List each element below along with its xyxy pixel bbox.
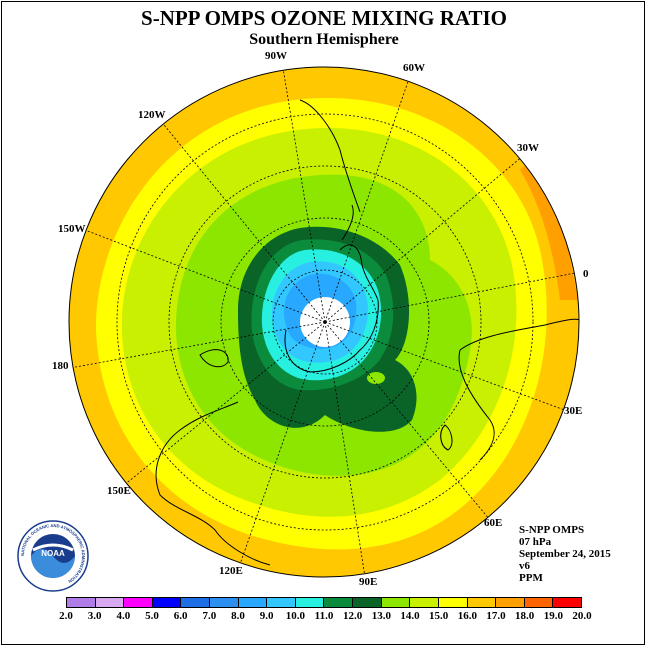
- colorbar-box: [95, 598, 125, 607]
- info-date: September 24, 2015: [519, 548, 611, 560]
- lon-label-90w: 90W: [265, 50, 287, 62]
- colorbar-box: [467, 598, 497, 607]
- south-pole-marker: [323, 320, 327, 324]
- lon-label-150w: 150W: [58, 223, 86, 235]
- lon-label-120e: 120E: [219, 565, 243, 577]
- colorbar-tick-label: 18.0: [515, 610, 535, 622]
- map-title: S-NPP OMPS OZONE MIXING RATIO: [141, 6, 507, 30]
- colorbar-box: [124, 598, 153, 607]
- meridian-120w: [159, 119, 326, 323]
- colorbar-box: [267, 598, 296, 607]
- colorbar-tick-label: 20.0: [572, 610, 592, 622]
- lon-label-30w: 30W: [517, 142, 539, 154]
- meridian-60e: [324, 321, 491, 521]
- colorbar-tick-label: 10.0: [285, 610, 305, 622]
- colorbar-tick-label: 8.0: [231, 610, 245, 622]
- map-subtitle: Southern Hemisphere: [249, 31, 399, 48]
- colorbar-tick-label: 17.0: [486, 610, 506, 622]
- colorbar-tick-label: 14.0: [400, 610, 420, 622]
- lon-label-0: 0: [583, 268, 589, 280]
- region-13ppm-spot: [367, 372, 385, 384]
- colorbar-tick-label: 16.0: [457, 610, 477, 622]
- info-units: PPM: [519, 572, 543, 584]
- colorbar-box: [67, 598, 96, 607]
- meridian-30w: [324, 149, 531, 323]
- colorbar: [66, 597, 582, 608]
- colorbar-box: [353, 598, 382, 607]
- colorbar-box: [181, 598, 211, 607]
- lon-label-150e: 150E: [107, 485, 131, 497]
- colorbar-tick-label: 13.0: [371, 610, 391, 622]
- colorbar-tick-label: 11.0: [314, 610, 334, 622]
- logo-text: NOAA: [41, 549, 65, 558]
- info-instrument: S-NPP OMPS: [519, 524, 585, 536]
- meridian-30e: [324, 321, 571, 413]
- graticule: [69, 67, 579, 577]
- colorbar-tick-label: 19.0: [543, 610, 563, 622]
- info-version: v6: [519, 560, 530, 572]
- colorbar-box: [238, 598, 268, 607]
- colorbar-box: [410, 598, 439, 607]
- colorbar-box: [210, 598, 239, 607]
- colorbar-tick-label: 4.0: [116, 610, 131, 622]
- colorbar-box: [524, 598, 554, 607]
- colorbar-labels: 2.0 3.0 4.0 5.0 6.0 7.0 8.0 9.0 10.0 11.0 12.0 13.0…: [0, 610, 648, 624]
- meridian-150e: [117, 321, 326, 491]
- colorbar-box: [496, 598, 525, 607]
- lon-label-90e: 90E: [359, 576, 378, 588]
- lon-label-120w: 120W: [138, 109, 166, 121]
- meridian-90e: [324, 321, 366, 577]
- colorbar-box: [553, 598, 581, 607]
- colorbar-tick-label: 3.0: [87, 610, 102, 622]
- colorbar-tick-label: 5.0: [145, 610, 159, 622]
- colorbar-tick-label: 7.0: [202, 610, 217, 622]
- colorbar-tick-label: 6.0: [173, 610, 188, 622]
- colorbar-box: [152, 598, 182, 607]
- colorbar-box: [295, 598, 325, 607]
- lon-label-60e: 60E: [484, 517, 503, 529]
- colorbar-tick-label: 15.0: [429, 610, 449, 622]
- meridian-150w: [84, 229, 326, 323]
- colorbar-tick-label: 12.0: [343, 610, 363, 622]
- meridian-60w: [324, 69, 413, 323]
- colorbar-tick-label: 2.0: [59, 610, 73, 622]
- lon-label-60w: 60W: [403, 62, 425, 74]
- colorbar-box: [438, 598, 468, 607]
- lon-label-30e: 30E: [564, 405, 583, 417]
- meridian-180: [69, 321, 326, 369]
- colorbar-box: [381, 598, 411, 607]
- lon-label-180: 180: [52, 360, 69, 372]
- colorbar-box: [324, 598, 354, 607]
- map-boundary: [68, 66, 580, 578]
- colorbar-tick-label: 9.0: [259, 610, 274, 622]
- info-pressure: 07 hPa: [519, 536, 552, 548]
- meridian-0: [324, 271, 579, 323]
- noaa-logo: NATIONAL OCEANIC AND ATMOSPHERIC ADMINIS…: [17, 520, 89, 592]
